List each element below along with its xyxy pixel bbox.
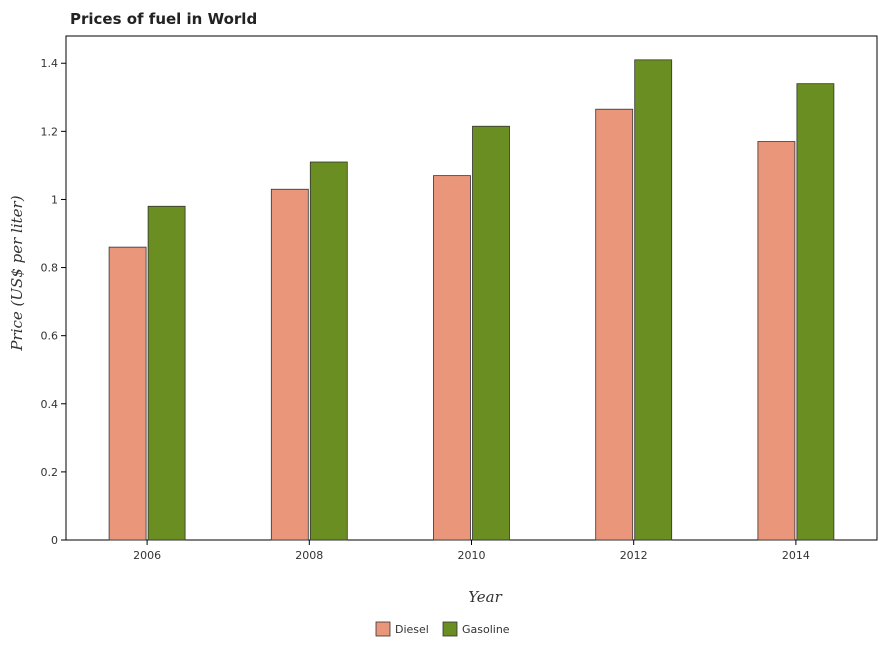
y-tick-label: 0.4 <box>41 398 59 411</box>
y-tick-label: 1 <box>51 193 58 206</box>
bar-gasoline-2008 <box>309 161 348 541</box>
y-tick-label: 1.2 <box>41 125 59 138</box>
bar-diesel-2014 <box>757 141 796 541</box>
y-tick-label: 0.2 <box>41 466 59 479</box>
y-axis-label: Price (US$ per liter) <box>8 195 26 351</box>
bar-diesel-2012 <box>595 108 634 541</box>
plot-frame <box>65 35 878 541</box>
bar-diesel-2008 <box>270 188 309 541</box>
y-tick-label: 0.8 <box>41 262 59 275</box>
legend-swatch-gasoline <box>442 621 458 637</box>
x-tick-label: 2010 <box>458 549 486 562</box>
x-tick-label: 2006 <box>133 549 161 562</box>
y-tick-label: 0.6 <box>41 330 59 343</box>
plot-area: 0 0.2 0.4 0.6 0.8 1 1.2 1.4 2006 2008 2010 2012 2014 <box>41 35 878 562</box>
bar-gasoline-2014 <box>796 83 835 541</box>
legend-swatch-diesel <box>375 621 391 637</box>
chart-title: Prices of fuel in World <box>70 10 257 28</box>
x-tick-label: 2014 <box>782 549 810 562</box>
legend-label-diesel: Diesel <box>395 623 429 636</box>
bar-gasoline-2012 <box>634 59 673 541</box>
legend: Diesel Gasoline <box>375 621 510 637</box>
y-tick-label: 0 <box>51 534 58 547</box>
bar-diesel-2010 <box>433 175 471 541</box>
legend-label-gasoline: Gasoline <box>462 623 510 636</box>
bar-gasoline-2006 <box>147 205 186 541</box>
bar-diesel-2006 <box>108 246 147 541</box>
x-tick-label: 2008 <box>295 549 323 562</box>
y-tick-label: 1.4 <box>41 57 59 70</box>
bar-gasoline-2010 <box>472 125 510 541</box>
x-tick-label: 2012 <box>620 549 648 562</box>
x-axis-label: Year <box>468 588 502 606</box>
